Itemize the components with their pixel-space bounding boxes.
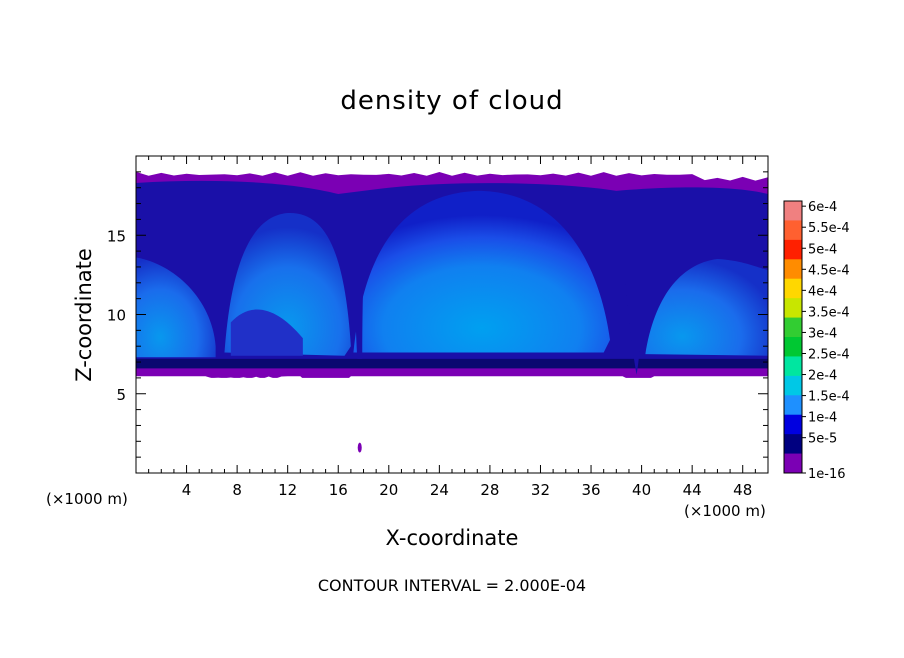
colorbar-label: 2.5e-4 (808, 347, 850, 362)
chart-title: density of cloud (340, 86, 564, 116)
x-tick-label: 36 (581, 481, 600, 499)
colorbar-label: 3.5e-4 (808, 305, 850, 320)
x-tick-label: 12 (278, 481, 297, 499)
colorbar-label: 4e-4 (808, 284, 837, 299)
x-tick-label: 20 (379, 481, 398, 499)
downdraft-right (618, 195, 647, 375)
x-tick-label: 28 (480, 481, 499, 499)
colorbar-label: 5e-4 (808, 242, 837, 257)
cloud-cell-right (645, 259, 768, 356)
colorbar-label: 1e-16 (808, 467, 846, 482)
colorbar-swatch (784, 278, 802, 299)
x-tick-label: 40 (632, 481, 651, 499)
colorbar-swatch (784, 259, 802, 280)
colorbar-label: 5e-5 (808, 432, 837, 447)
colorbar-swatch (784, 317, 802, 338)
heatmap-field (136, 171, 768, 473)
downdraft-left (348, 197, 369, 359)
colorbar-swatch (784, 239, 802, 260)
colorbar-label: 3e-4 (808, 326, 837, 341)
isolated-cloud-fragment (357, 442, 362, 453)
colorbar-label: 2e-4 (808, 369, 837, 384)
x-tick-label: 24 (430, 481, 449, 499)
y-tick-label: 5 (116, 386, 126, 404)
colorbar-swatch (784, 220, 802, 241)
x-tick-label: 48 (733, 481, 752, 499)
colorbar-label: 1e-4 (808, 411, 837, 426)
colorbar-swatch (784, 434, 802, 455)
colorbar-swatch (784, 298, 802, 319)
clear-air (136, 377, 768, 473)
x-tick-label: 8 (232, 481, 242, 499)
y-axis-label: Z-coordinate (72, 248, 96, 382)
cloud-cell-left (136, 257, 216, 358)
cloud-base-band (136, 358, 768, 369)
x-unit-note-right: (×1000 m) (684, 502, 766, 520)
colorbar: 6e-4 5.5e-4 5e-4 4.5e-4 4e-4 3.5e-4 3e-4 2.5e-4… (783, 200, 850, 482)
colorbar-swatch (784, 414, 802, 435)
cloud-lower-patch (230, 309, 303, 356)
colorbar-frame (783, 200, 803, 474)
y-tick-label: 10 (107, 307, 126, 325)
colorbar-swatch (784, 453, 802, 474)
colorbar-swatch (784, 201, 802, 221)
x-unit-note-left: (×1000 m) (46, 490, 128, 508)
x-tick-label: 4 (182, 481, 192, 499)
x-tick-label: 44 (683, 481, 702, 499)
y-tick-label: 15 (107, 227, 126, 245)
cloud-cell-main (353, 190, 610, 353)
x-axis-label: X-coordinate (385, 526, 519, 550)
colorbar-label: 4.5e-4 (808, 263, 850, 278)
x-tick-label: 16 (329, 481, 348, 499)
colorbar-label: 1.5e-4 (808, 390, 850, 405)
colorbar-swatch (784, 356, 802, 377)
colorbar-swatch (784, 375, 802, 396)
colorbar-label: 6e-4 (808, 200, 837, 215)
colorbar-swatch (784, 337, 802, 357)
colorbar-label: 5.5e-4 (808, 221, 850, 236)
x-tick-label: 32 (531, 481, 550, 499)
colorbar-swatch (784, 395, 802, 416)
contour-interval-note: CONTOUR INTERVAL = 2.000E-04 (317, 576, 587, 595)
